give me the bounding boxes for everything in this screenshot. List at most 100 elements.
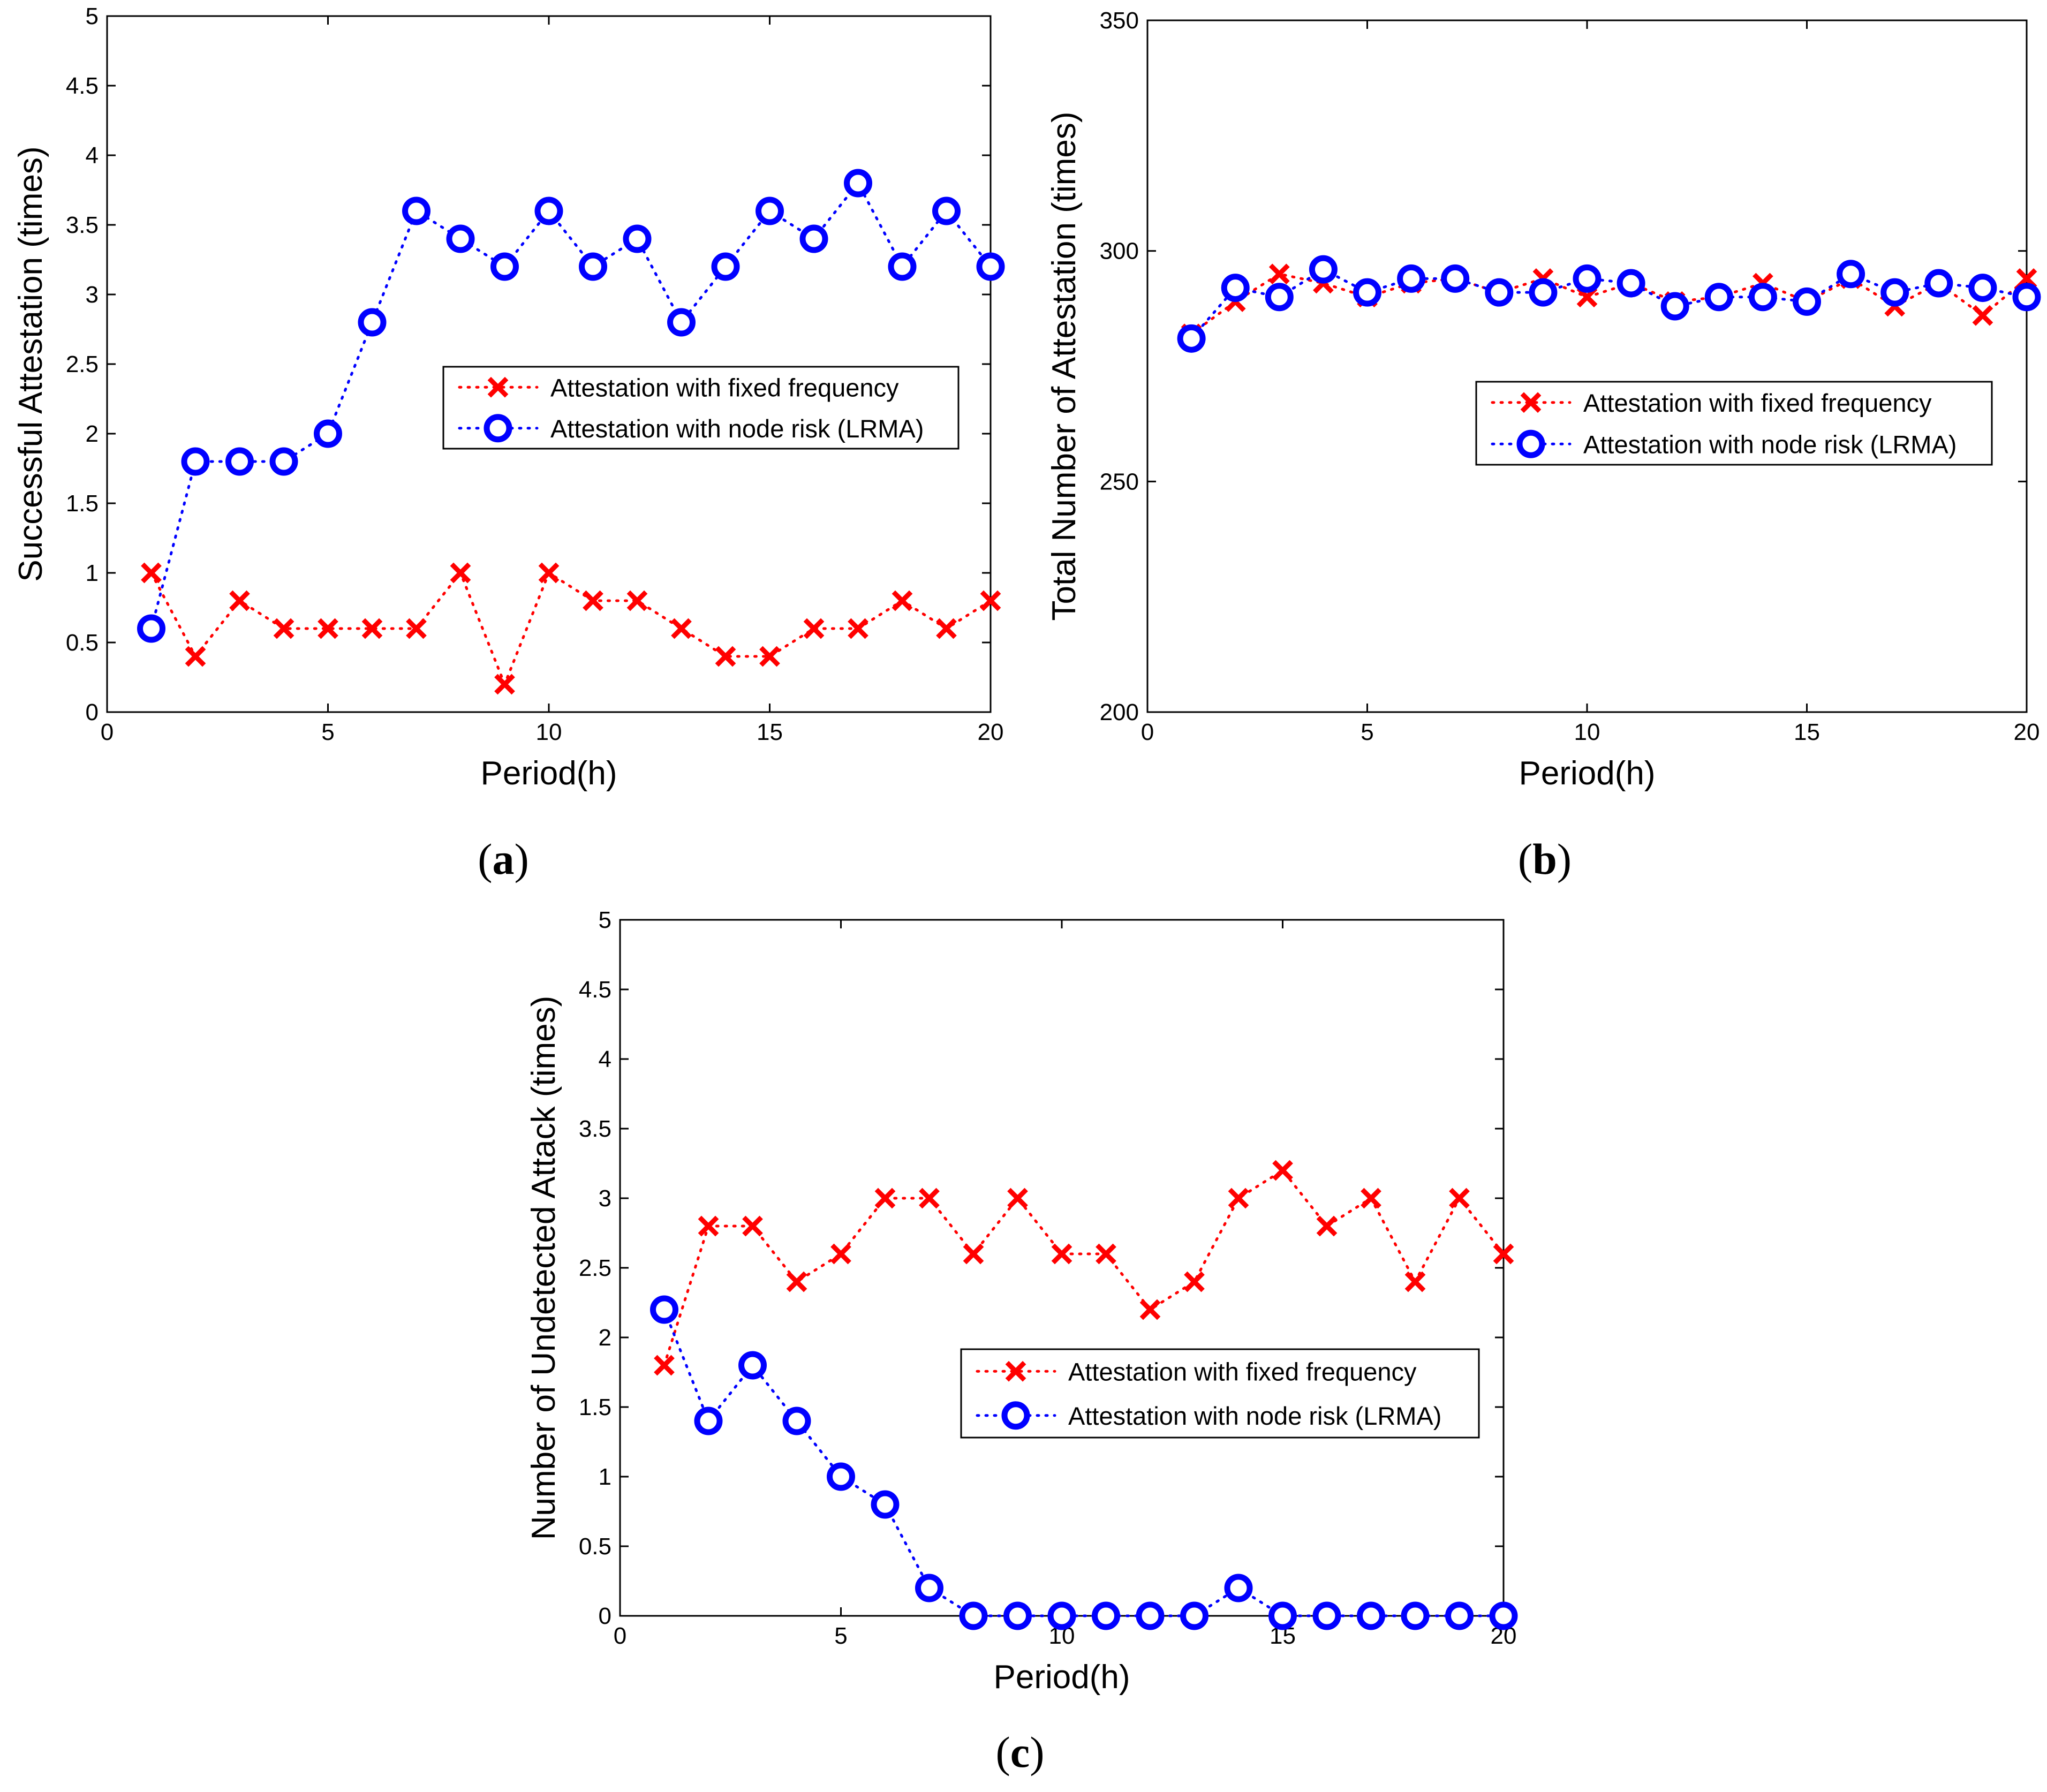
data-point (844, 169, 872, 198)
y-tick-label: 1.5 (66, 490, 99, 517)
data-point (225, 447, 254, 476)
data-point (871, 1490, 900, 1519)
y-tick-label: 3 (599, 1185, 611, 1212)
data-point (980, 590, 1001, 611)
y-tick-label: 250 (1100, 468, 1139, 495)
x-tick-label: 20 (2014, 719, 2040, 745)
plot-frame (1146, 19, 2028, 713)
data-point (1357, 1601, 1385, 1630)
data-point (1837, 260, 1865, 289)
y-tick-label: 350 (1100, 7, 1139, 34)
data-point (803, 618, 825, 639)
plot-frame (106, 15, 992, 713)
legend-label: Attestation with fixed frequency (550, 373, 899, 402)
data-point (1092, 1601, 1120, 1630)
data-point (759, 646, 780, 667)
y-tick-label: 4 (599, 1046, 611, 1072)
data-point (1449, 1188, 1470, 1209)
y-tick-label: 3 (86, 282, 99, 308)
y-tick-label: 1.5 (579, 1394, 611, 1420)
data-point (538, 562, 560, 584)
data-point (579, 252, 607, 281)
legend-item: Attestation with node risk (LRMA) (976, 1401, 1441, 1430)
legend-marker (1001, 1401, 1030, 1430)
caption-close-paren: ) (1557, 835, 1572, 883)
legend-item: Attestation with fixed frequency (976, 1357, 1417, 1386)
data-point (1224, 1574, 1253, 1602)
x-tick-label: 5 (321, 719, 334, 745)
data-point (583, 590, 603, 611)
y-tick-label: 2.5 (579, 1255, 611, 1281)
data-point (1316, 1215, 1338, 1237)
data-point (1139, 1299, 1161, 1320)
y-tick-label: 0.5 (66, 630, 99, 656)
legend-label: Attestation with node risk (LRMA) (1068, 1402, 1441, 1430)
data-point (1309, 255, 1338, 284)
y-tick-label: 3.5 (66, 212, 99, 238)
data-point (932, 196, 961, 225)
data-point (626, 590, 648, 611)
x-axis-label: Period(h) (1519, 755, 1656, 792)
data-point (137, 614, 165, 643)
data-point (1136, 1601, 1165, 1630)
data-point (1573, 264, 1602, 293)
data-point (1576, 286, 1598, 308)
data-point (494, 674, 515, 695)
legend-item: Attestation with node risk (LRMA) (1491, 429, 1957, 458)
data-point (1972, 305, 1993, 326)
data-point (1268, 263, 1290, 285)
data-point (1096, 1243, 1116, 1265)
data-point (715, 646, 736, 667)
caption-close-paren: ) (1030, 1728, 1044, 1776)
legend-marker (484, 414, 512, 443)
data-point (1003, 1601, 1032, 1630)
legend-item: Attestation with node risk (LRMA) (458, 414, 924, 443)
data-point (450, 562, 471, 584)
data-point (976, 252, 1005, 281)
legend-label: Attestation with fixed frequency (1583, 389, 1932, 417)
data-point (1880, 278, 1909, 307)
caption-open-paren: ( (995, 1728, 1010, 1776)
y-tick-label: 4.5 (66, 73, 99, 99)
data-point (1968, 274, 1997, 303)
legend-marker (1005, 1360, 1026, 1382)
data-point (318, 618, 338, 639)
data-point (654, 1355, 675, 1376)
data-point (738, 1351, 767, 1380)
data-point (1401, 1601, 1430, 1630)
chart-panel-a: 0 5 10 15 20 0 0.5 1 1.5 2 2.5 3 3.5 4 4.5 5 Period(h) Su… (12, 3, 1005, 883)
y-tick-label: 300 (1100, 238, 1139, 264)
data-point (1047, 1601, 1076, 1630)
legend: Attestation with fixed frequency Attestat… (960, 1348, 1480, 1439)
y-tick-label: 2.5 (66, 351, 99, 377)
data-point (2016, 268, 2037, 289)
data-point (623, 224, 652, 253)
legend: Attestation with fixed frequency Attestat… (442, 366, 960, 450)
data-point (1924, 269, 1953, 298)
y-tick-label: 0.5 (579, 1533, 611, 1560)
data-point (671, 618, 692, 639)
data-point (1265, 283, 1294, 312)
data-point (269, 447, 298, 476)
series-line (663, 1168, 1505, 1367)
data-point (742, 1215, 763, 1237)
data-point (1353, 278, 1381, 307)
series-fixed-frequency (1181, 263, 2037, 345)
y-tick-label: 5 (86, 3, 99, 29)
data-point (1493, 1243, 1514, 1265)
y-tick-label: 1 (599, 1464, 611, 1490)
data-point (667, 308, 696, 337)
x-tick-label: 0 (101, 719, 114, 745)
y-tick-label: 0 (86, 699, 99, 725)
legend-box (960, 1348, 1480, 1439)
series-node-risk-lrma (1177, 255, 2041, 353)
legend-box (1475, 381, 1993, 466)
series-node-risk-lrma (137, 169, 1005, 643)
y-tick-label: 4.5 (579, 977, 611, 1003)
legend-marker (487, 376, 509, 398)
data-point (490, 252, 519, 281)
x-tick-label: 15 (1794, 719, 1820, 745)
data-point (698, 1215, 719, 1237)
data-point (799, 224, 828, 253)
